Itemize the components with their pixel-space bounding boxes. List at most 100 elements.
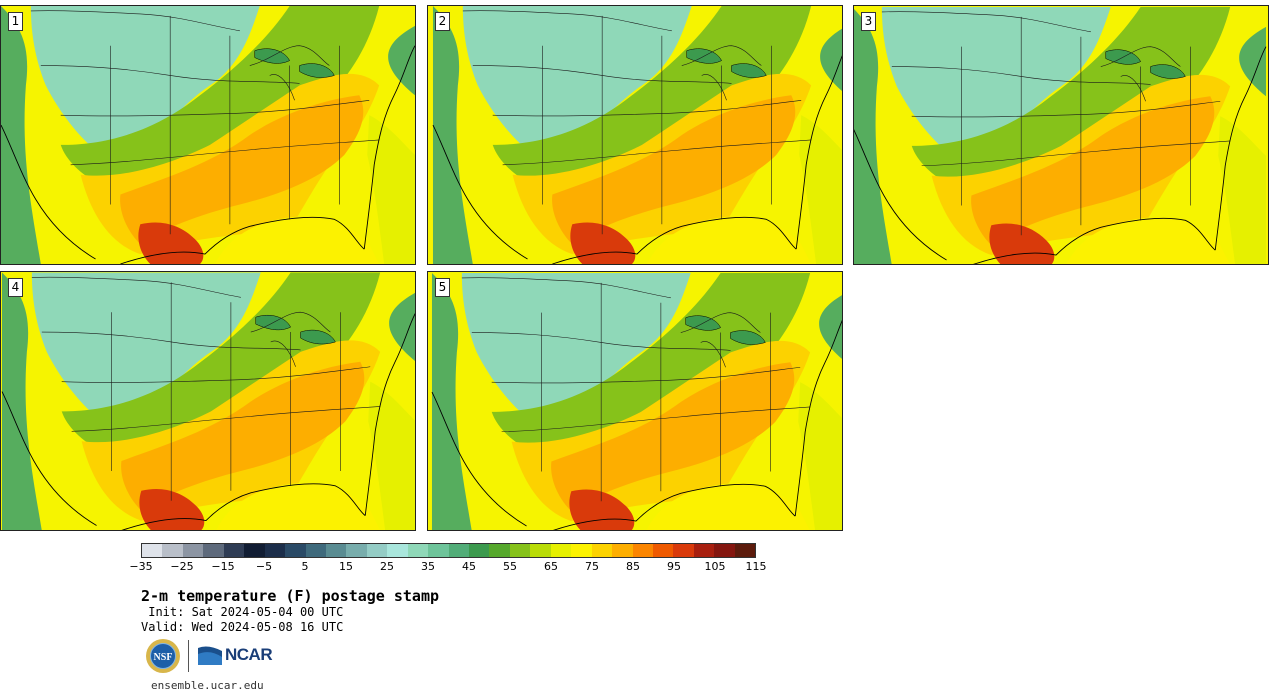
state-border xyxy=(680,312,761,333)
colorbar-swatch xyxy=(142,544,163,557)
state-border xyxy=(881,11,1091,33)
cool-land-region xyxy=(461,272,691,432)
map-panel-3: 3 xyxy=(853,5,1269,265)
colorbar-swatch xyxy=(489,544,510,557)
member-label: 2 xyxy=(435,12,450,31)
colorbar-swatch xyxy=(632,544,653,557)
mid-land-region xyxy=(60,6,380,187)
state-border xyxy=(492,99,802,117)
coastline xyxy=(1,45,415,264)
init-time: Init: Sat 2024-05-04 00 UTC xyxy=(141,605,344,619)
temperature-map xyxy=(1,272,415,530)
great-lakes xyxy=(254,48,335,78)
colorbar-swatch xyxy=(305,544,326,557)
state-border xyxy=(70,139,380,166)
colorbar-tick-label: −15 xyxy=(211,560,235,573)
colorbar-tick-label: 75 xyxy=(585,560,599,573)
colorbar-swatch xyxy=(509,544,531,557)
cool-land-region xyxy=(881,6,1111,166)
colorbar-tick-label: 5 xyxy=(301,560,309,573)
nsf-logo-icon: NSF xyxy=(146,639,180,673)
cool-land-region xyxy=(30,6,260,165)
colorbar-tick-label: 15 xyxy=(339,560,353,573)
chart-title: 2-m temperature (F) postage stamp xyxy=(141,587,440,605)
svg-text:NSF: NSF xyxy=(154,652,173,663)
mid-land-region xyxy=(491,272,811,454)
colorbar-swatch xyxy=(530,544,551,557)
hot-land-region xyxy=(971,96,1215,246)
colorbar-swatch xyxy=(244,544,265,557)
colorbar-tick-label: 45 xyxy=(462,560,476,573)
temperature-map xyxy=(428,272,842,530)
temperature-map xyxy=(1,6,415,264)
colorbar-swatch xyxy=(550,544,572,557)
state-border xyxy=(1100,46,1181,67)
colorbar-swatch xyxy=(407,544,429,557)
colorbar-tick-label: 25 xyxy=(380,560,394,573)
hot-land-region xyxy=(121,361,365,511)
colorbar-tick-labels: −35 −25 −15 −5 5 15 25 35 45 55 65 75 85 95 105 115 xyxy=(129,560,766,580)
state-border xyxy=(700,341,726,368)
ncar-wave-icon xyxy=(198,645,222,665)
colorbar-tick-label: −5 xyxy=(255,560,273,573)
atlantic-warm-water xyxy=(367,115,415,264)
map-panel-2: 2 xyxy=(427,5,843,265)
colorbar-swatch xyxy=(346,544,367,557)
colorbar-tick-label: 65 xyxy=(544,560,558,573)
colorbar-swatch xyxy=(223,544,245,557)
map-panel-5: 5 xyxy=(427,271,843,531)
colorbar-swatch xyxy=(285,544,306,557)
ncar-logo: NCAR xyxy=(198,644,273,666)
cool-land-region xyxy=(462,6,692,165)
state-border xyxy=(921,140,1231,167)
gulf-warm-water xyxy=(646,483,810,530)
colorbar-swatch xyxy=(264,544,286,557)
colorbar-swatch xyxy=(366,544,388,557)
great-lakes xyxy=(255,314,336,345)
logo-divider xyxy=(188,640,189,672)
mid-land-region xyxy=(911,6,1231,188)
colorbar-swatch xyxy=(428,544,449,557)
state-border xyxy=(911,100,1221,118)
temperature-map xyxy=(428,6,842,264)
hottest-region xyxy=(138,222,204,264)
colorbar-swatch xyxy=(714,544,735,557)
atlantic-warm-water xyxy=(799,115,842,264)
state-border xyxy=(71,406,381,432)
member-label: 1 xyxy=(8,12,23,31)
colorbar-swatch xyxy=(612,544,633,557)
state-border xyxy=(701,74,727,101)
state-border xyxy=(491,366,801,384)
gulf-warm-water xyxy=(1066,217,1230,264)
ncar-wordmark: NCAR xyxy=(225,645,273,664)
colorbar-tick-label: 105 xyxy=(704,560,726,573)
state-border xyxy=(61,366,371,383)
coastline xyxy=(854,46,1267,264)
colorbar-tick-label: −35 xyxy=(129,560,153,573)
temperature-colorbar xyxy=(141,543,756,558)
gulf-warm-water xyxy=(216,482,380,530)
coastline xyxy=(432,55,842,264)
colorbar-swatch xyxy=(387,544,408,557)
map-panel-1: 1 xyxy=(0,5,416,265)
colorbar-tick-label: 95 xyxy=(667,560,681,573)
temperature-map xyxy=(854,6,1268,264)
state-border xyxy=(681,45,762,66)
colorbar-swatch xyxy=(469,544,490,557)
map-panel-4: 4 xyxy=(0,271,416,531)
state-border xyxy=(1120,75,1146,102)
colorbar-swatch xyxy=(734,544,756,557)
member-label: 5 xyxy=(435,278,450,297)
colorbar-tick-label: 55 xyxy=(503,560,517,573)
coastline xyxy=(1,313,415,530)
member-label: 4 xyxy=(8,278,23,297)
colorbar-swatch xyxy=(571,544,592,557)
atlantic-warm-water xyxy=(798,382,842,530)
colorbar-swatch xyxy=(448,544,469,557)
state-border xyxy=(60,99,370,117)
hottest-region xyxy=(989,223,1055,264)
hot-land-region xyxy=(120,95,364,245)
atlantic-warm-water xyxy=(1218,116,1267,264)
colorbar-tick-label: 85 xyxy=(626,560,640,573)
colorbar-swatch xyxy=(652,544,674,557)
